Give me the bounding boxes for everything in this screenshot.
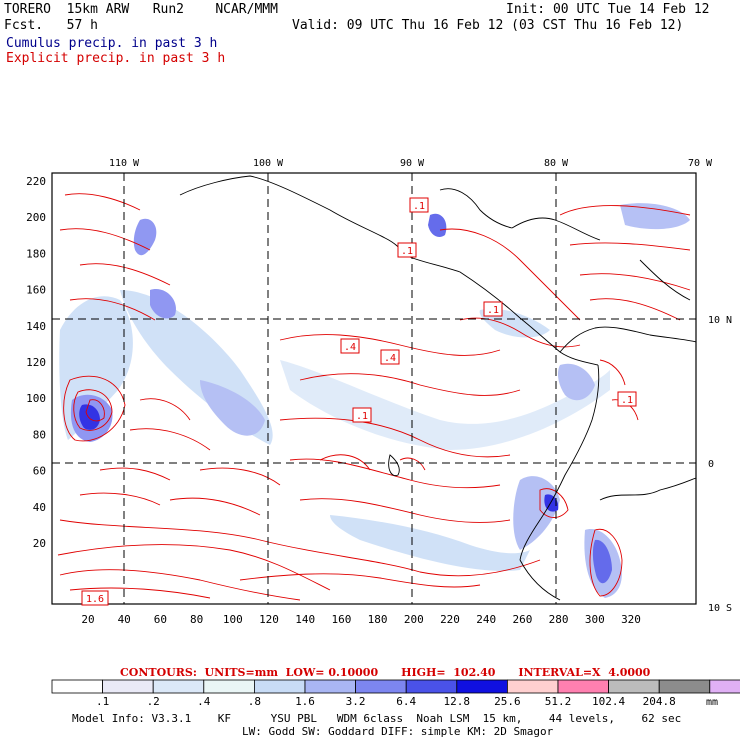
legend-color-box — [152, 679, 205, 694]
cumulus-legend-label: Cumulus precip. in past 3 h — [6, 36, 218, 51]
x-tick-label: 140 — [295, 613, 315, 626]
forecast-hour: Fcst. 57 h — [4, 18, 98, 33]
latitude-label: 10 N — [708, 315, 732, 326]
x-tick-label: 160 — [331, 613, 351, 626]
explicit-precip-contours — [57, 193, 691, 601]
y-tick-label: 20 — [33, 537, 46, 550]
longitude-label: 70 W — [688, 158, 713, 169]
x-tick-label: 180 — [368, 613, 388, 626]
legend-color-box — [405, 679, 458, 694]
x-tick-label: 60 — [154, 613, 167, 626]
x-axis-labels: 20 40 60 80 100 120 140 160 180 200 220 240 260 280 30… — [81, 613, 641, 626]
legend-color-box — [51, 679, 103, 694]
contour-label: .1 — [356, 411, 368, 422]
contour-label-box — [483, 301, 503, 317]
y-tick-label: 160 — [26, 284, 46, 297]
y-tick-label: 180 — [26, 247, 46, 260]
contour-label-box — [81, 590, 109, 606]
legend-color-box — [102, 679, 154, 694]
y-tick-label: 100 — [26, 392, 46, 405]
legend-value: 51.2 — [545, 695, 572, 708]
contours-info: CONTOURS: UNITS=mm LOW= 0.10000 HIGH= 10… — [120, 666, 651, 679]
y-tick-label: 60 — [33, 465, 46, 478]
legend-color-box — [304, 679, 356, 694]
contour-label: .1 — [621, 395, 633, 406]
y-tick-label: 120 — [26, 356, 46, 369]
contour-label: .4 — [384, 353, 396, 364]
legend-color-box — [203, 679, 255, 694]
contour-label-box — [340, 338, 360, 354]
y-axis-labels: 220 200 180 160 140 120 100 80 60 40 20 — [26, 175, 46, 550]
legend-color-box — [709, 679, 740, 694]
x-tick-label: 200 — [404, 613, 424, 626]
legend-unit: mm — [706, 697, 718, 708]
contour-label-box — [352, 407, 372, 423]
x-tick-label: 20 — [81, 613, 94, 626]
x-tick-label: 320 — [621, 613, 641, 626]
x-tick-label: 240 — [476, 613, 496, 626]
longitude-label: 90 W — [400, 158, 425, 169]
contour-label: .1 — [413, 201, 425, 212]
contour-label: 1.6 — [86, 594, 104, 605]
legend-value: 12.8 — [444, 695, 471, 708]
legend-value: 3.2 — [346, 695, 366, 708]
latitude-label: 0 — [708, 459, 714, 470]
longitude-label: 100 W — [253, 158, 284, 169]
contour-label: .1 — [487, 305, 499, 316]
x-tick-label: 260 — [512, 613, 532, 626]
longitude-label: 110 W — [109, 158, 140, 169]
contour-label: .1 — [401, 246, 413, 257]
legend-value: .8 — [248, 695, 261, 708]
valid-time: Valid: 09 UTC Thu 16 Feb 12 (03 CST Thu … — [292, 18, 684, 33]
contour-label-box — [397, 242, 417, 258]
contour-label-box — [617, 391, 637, 407]
x-tick-label: 220 — [440, 613, 460, 626]
y-tick-label: 80 — [33, 428, 46, 441]
legend-color-box — [658, 679, 711, 694]
model-title: TORERO 15km ARW Run2 NCAR/MMM — [4, 2, 278, 17]
latitude-label: 10 S — [708, 603, 732, 614]
physics-info-line: LW: Godd SW: Goddard DIFF: simple KM: 2D… — [242, 725, 554, 738]
x-tick-label: 300 — [585, 613, 605, 626]
legend-value: 25.6 — [494, 695, 521, 708]
y-tick-label: 200 — [26, 211, 46, 224]
legend-value: 1.6 — [295, 695, 315, 708]
color-legend: .1.2.4.8 1.6 3.2 6.4 12.8 25.6 51.2 102.4 204.8 … — [51, 679, 740, 708]
latitude-labels: 10 N 0 10 S — [708, 315, 732, 614]
legend-value: 6.4 — [396, 695, 416, 708]
x-tick-label: 80 — [190, 613, 203, 626]
contour-label-boxes: .1 .4 .4 .1 .1 .1 1.6 .1 — [81, 197, 637, 606]
y-tick-label: 220 — [26, 175, 46, 188]
x-tick-label: 280 — [549, 613, 569, 626]
longitude-labels: 110 W 100 W 90 W 80 W 70 W — [109, 158, 713, 169]
map-frame — [51, 172, 697, 605]
coastlines — [179, 175, 696, 601]
legend-color-box — [456, 679, 508, 694]
x-tick-label: 40 — [118, 613, 131, 626]
x-tick-label: 100 — [223, 613, 243, 626]
legend-color-box — [355, 679, 407, 694]
legend-value: .4 — [197, 695, 211, 708]
legend-color-box — [253, 679, 306, 694]
longitude-label: 80 W — [544, 158, 569, 169]
legend-value: .1 — [96, 695, 109, 708]
legend-value: .2 — [147, 695, 160, 708]
legend-value: 204.8 — [643, 695, 676, 708]
model-info-line: Model Info: V3.3.1 KF YSU PBL WDM 6class… — [72, 712, 682, 725]
contour-label: .4 — [344, 342, 356, 353]
cumulus-precip-shading — [59, 203, 690, 598]
contour-label-box — [409, 197, 429, 213]
explicit-legend-label: Explicit precip. in past 3 h — [6, 51, 226, 66]
init-time: Init: 00 UTC Tue 14 Feb 12 — [506, 2, 710, 17]
y-tick-label: 40 — [33, 501, 46, 514]
legend-color-box — [506, 679, 559, 694]
contour-label-box — [380, 349, 400, 365]
legend-color-box — [608, 679, 660, 694]
x-tick-label: 120 — [259, 613, 279, 626]
y-tick-label: 140 — [26, 320, 46, 333]
legend-value: 102.4 — [592, 695, 625, 708]
legend-color-box — [557, 679, 609, 694]
